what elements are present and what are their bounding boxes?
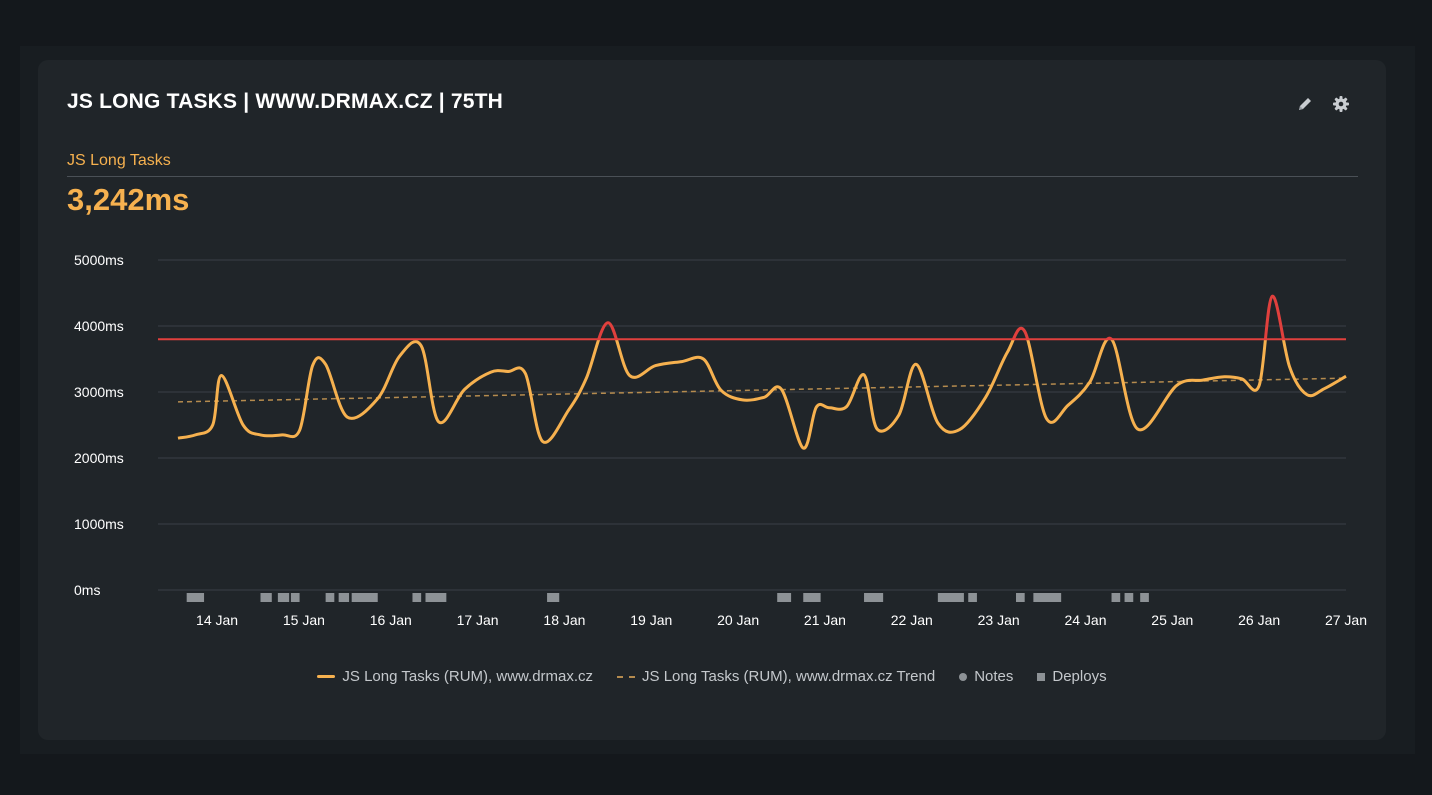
x-tick-label: 19 Jan [630,612,672,628]
notes-dot-icon [959,672,968,681]
metric-label: JS Long Tasks [67,152,171,169]
legend-series-label: JS Long Tasks (RUM), www.drmax.cz [342,668,594,685]
deploy-marker [338,593,350,602]
deploy-marker [1016,593,1025,602]
deploy-marker [1140,593,1149,602]
legend-item-series[interactable]: JS Long Tasks (RUM), www.drmax.cz [317,668,593,685]
deploy-marker [1111,593,1121,602]
legend-item-notes[interactable]: Notes [959,668,1013,685]
chart-legend: JS Long Tasks (RUM), www.drmax.cz JS Lon… [38,668,1386,685]
legend-notes-label: Notes [974,668,1014,685]
x-tick-label: 18 Jan [543,612,585,628]
legend-trend-swatch [617,675,636,678]
deploys-square-icon [1037,672,1046,681]
legend-deploys-label: Deploys [1052,668,1107,685]
y-tick-label: 3000ms [74,384,124,400]
deploy-marker [803,593,821,602]
x-tick-label: 14 Jan [196,612,238,628]
deploy-marker [777,593,792,602]
deploy-marker [864,593,884,602]
card-toolbar [1294,93,1352,115]
card-title: JS LONG TASKS | WWW.DRMAX.CZ | 75TH [67,90,504,113]
y-tick-label: 2000ms [74,450,124,466]
y-tick-label: 1000ms [74,516,124,532]
series-line-over-threshold [597,294,1285,340]
x-tick-label: 23 Jan [978,612,1020,628]
chart-card: JS LONG TASKS | WWW.DRMAX.CZ | 75TH JS L… [38,60,1386,740]
deploy-marker [1124,593,1134,602]
legend-item-trend[interactable]: JS Long Tasks (RUM), www.drmax.cz Trend [617,668,935,685]
deploy-marker [260,593,272,602]
series-line [177,339,1347,450]
trend-line [177,377,1347,403]
legend-trend-label: JS Long Tasks (RUM), www.drmax.cz Trend [642,668,936,685]
deploy-marker [325,593,335,602]
x-tick-label: 25 Jan [1151,612,1193,628]
x-tick-label: 17 Jan [457,612,499,628]
x-tick-label: 16 Jan [370,612,412,628]
x-tick-label: 22 Jan [891,612,933,628]
deploy-marker [547,593,560,602]
deploy-marker [351,593,378,602]
y-tick-label: 0ms [74,582,100,598]
line-chart: 0ms 1000ms 2000ms 3000ms 4000ms 5000ms 14 Jan 1… [74,252,1367,628]
pencil-icon[interactable] [1294,93,1316,115]
deploy-marker [425,593,447,602]
x-tick-label: 26 Jan [1238,612,1280,628]
deploy-marker [412,593,422,602]
deploy-marker [937,593,964,602]
deploy-marker [968,593,977,602]
y-tick-label: 5000ms [74,252,124,268]
deploy-marker [1033,593,1062,602]
x-tick-label: 24 Jan [1064,612,1106,628]
y-tick-label: 4000ms [74,318,124,334]
legend-item-deploys[interactable]: Deploys [1037,668,1107,685]
gear-icon[interactable] [1330,93,1352,115]
deploy-marker [277,593,290,602]
legend-series-swatch [317,675,336,678]
x-tick-label: 15 Jan [283,612,325,628]
deploy-marker [186,593,205,602]
metric-value: 3,242ms [67,182,190,217]
x-tick-label: 20 Jan [717,612,759,628]
x-tick-label: 21 Jan [804,612,846,628]
x-tick-label: 27 Jan [1325,612,1367,628]
deploy-marker [290,593,300,602]
metric-divider [67,176,1358,177]
